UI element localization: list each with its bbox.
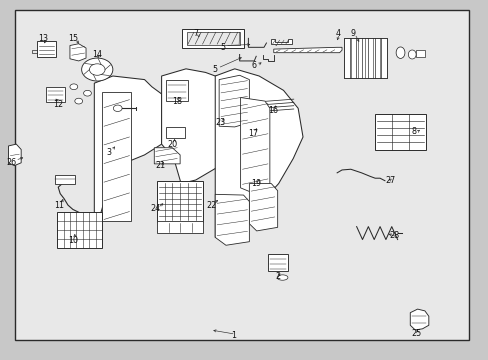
Text: 7: 7 [193,29,198,38]
Text: 22: 22 [206,201,216,210]
Circle shape [89,64,105,75]
Text: 26: 26 [6,158,17,167]
Circle shape [75,98,82,104]
Polygon shape [102,92,131,221]
Text: 12: 12 [53,100,63,109]
Text: 5: 5 [212,65,217,74]
Text: 19: 19 [251,179,261,188]
Text: 1: 1 [231,332,236,341]
Circle shape [70,84,78,90]
Text: 5: 5 [220,43,224,52]
Text: 27: 27 [385,176,395,185]
Bar [57,212,102,248]
Circle shape [113,105,122,112]
Bar [267,254,288,271]
Polygon shape [249,184,277,231]
Text: 13: 13 [39,34,48,43]
Ellipse shape [277,275,287,280]
Text: 17: 17 [248,129,258,138]
Circle shape [83,90,91,96]
Bar [166,127,184,138]
Text: 28: 28 [389,231,399,240]
Bar [157,181,203,222]
Text: 21: 21 [155,161,165,170]
Text: 15: 15 [68,34,78,43]
Bar [374,114,425,149]
Bar [166,80,188,101]
Text: 6: 6 [251,61,256,70]
Polygon shape [273,47,341,53]
Text: 18: 18 [172,96,182,105]
Text: 2: 2 [275,272,280,281]
Bar [55,175,75,184]
Bar [415,50,424,57]
Text: 24: 24 [150,204,161,213]
Polygon shape [240,98,269,192]
Polygon shape [70,44,86,61]
Polygon shape [219,75,249,127]
Ellipse shape [407,50,415,59]
Text: 14: 14 [92,50,102,59]
Text: 10: 10 [68,237,78,246]
Bar [182,29,244,48]
Text: 8: 8 [411,127,416,136]
Bar [157,221,203,233]
Polygon shape [8,144,21,166]
Bar [45,87,65,102]
Text: 16: 16 [267,105,277,114]
Polygon shape [271,40,292,44]
Ellipse shape [395,47,404,58]
Bar [37,41,56,57]
Bar [343,38,386,78]
Polygon shape [215,69,303,237]
Text: 23: 23 [215,118,224,127]
Text: 25: 25 [410,329,420,338]
Circle shape [81,58,113,81]
Polygon shape [215,194,249,245]
Text: 20: 20 [167,140,177,149]
Polygon shape [161,69,264,184]
Text: 4: 4 [335,29,340,38]
Text: 9: 9 [349,29,355,38]
Polygon shape [94,76,161,235]
Bar [343,38,386,78]
Text: 11: 11 [54,201,64,210]
Bar [186,32,239,45]
Text: 3: 3 [106,148,111,157]
Polygon shape [154,148,180,164]
Polygon shape [409,309,428,330]
